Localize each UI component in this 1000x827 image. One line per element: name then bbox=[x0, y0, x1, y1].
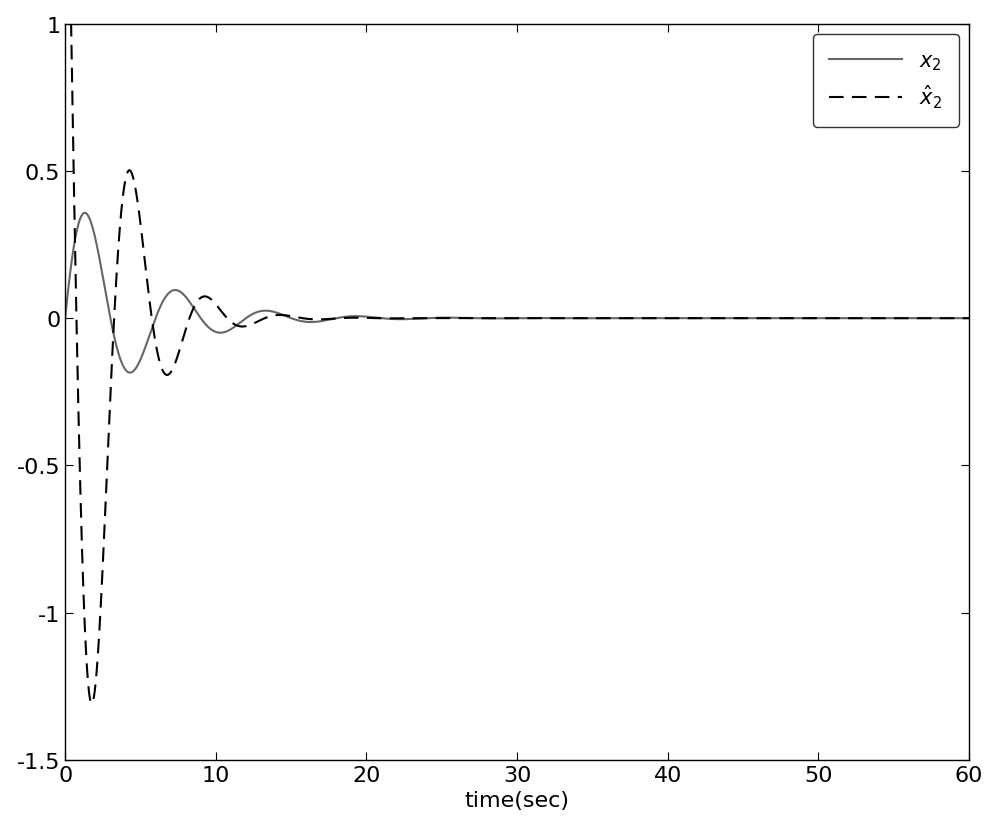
Legend: $x_2$, $\hat{x}_2$: $x_2$, $\hat{x}_2$ bbox=[813, 35, 959, 127]
X-axis label: time(sec): time(sec) bbox=[465, 791, 570, 810]
$x_2$ bbox=[237, 317, 249, 327]
Line: $\hat{x}_2$: $\hat{x}_2$ bbox=[65, 0, 969, 704]
$x_2$ bbox=[79, 208, 91, 218]
$x_2$ bbox=[63, 276, 75, 286]
$\hat{x}_2$ bbox=[236, 323, 248, 332]
$x_2$ bbox=[915, 313, 927, 323]
$x_2$ bbox=[124, 368, 136, 378]
$x_2$ bbox=[113, 351, 125, 361]
$x_2$ bbox=[501, 314, 513, 324]
$\hat{x}_2$ bbox=[97, 562, 109, 572]
$x_2$ bbox=[963, 313, 975, 323]
Line: $x_2$: $x_2$ bbox=[65, 213, 969, 373]
$\hat{x}_2$ bbox=[963, 313, 975, 323]
$\hat{x}_2$ bbox=[86, 699, 98, 709]
$x_2$ bbox=[97, 272, 109, 282]
$\hat{x}_2$ bbox=[915, 313, 927, 323]
$\hat{x}_2$ bbox=[113, 230, 125, 240]
$x_2$ bbox=[59, 313, 71, 323]
$\hat{x}_2$ bbox=[501, 313, 513, 323]
